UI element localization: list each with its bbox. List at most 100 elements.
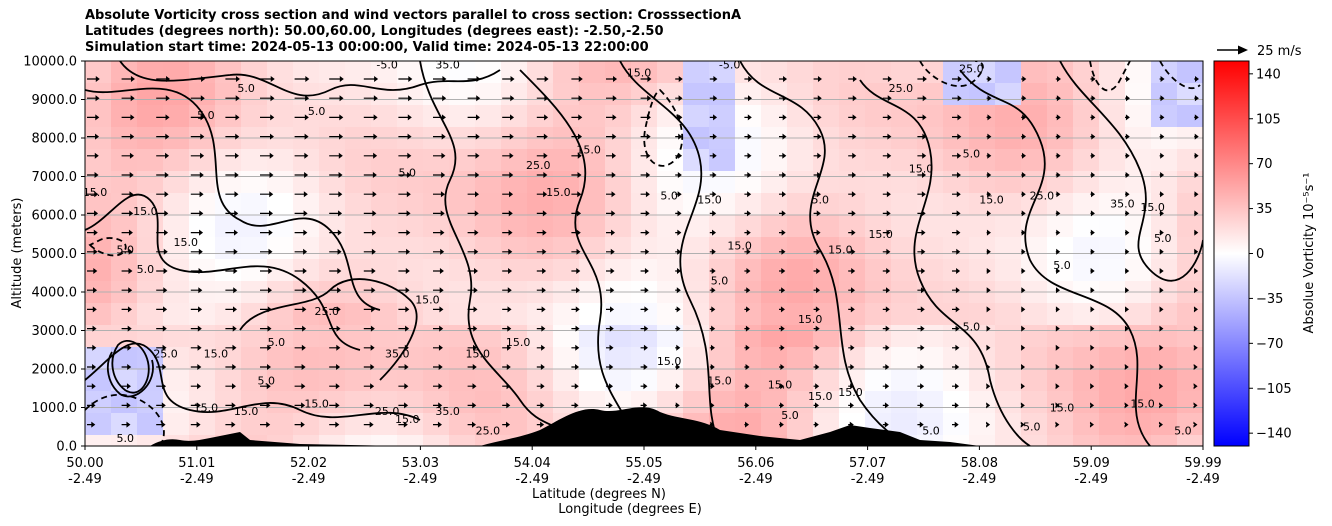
wind-vector xyxy=(1055,152,1061,159)
x-axis: 50.00-2.4951.01-2.4952.02-2.4953.03-2.49… xyxy=(66,446,1222,487)
wind-vector xyxy=(433,76,447,82)
contour-line xyxy=(619,61,721,446)
contour-label: 15.0 xyxy=(576,143,601,156)
contour-label: 5.0 xyxy=(963,147,981,160)
vorticity-cell xyxy=(189,237,216,260)
x-tick-label-longitude: -2.49 xyxy=(1074,472,1108,487)
vorticity-cell xyxy=(267,347,294,370)
wind-vector xyxy=(294,95,310,102)
wind-vector xyxy=(1159,402,1164,409)
y-axis-label: Altitude (meters) xyxy=(10,198,25,309)
vorticity-cell xyxy=(215,83,242,106)
vorticity-cell xyxy=(839,105,866,128)
wind-vector xyxy=(398,421,408,428)
vorticity-cell xyxy=(969,435,996,446)
contour-label: 15.0 xyxy=(1050,401,1075,414)
vorticity-cell xyxy=(423,215,450,238)
wind-vector xyxy=(260,287,272,294)
wind-vector xyxy=(121,325,132,332)
wind-vector xyxy=(571,76,583,82)
wind-vector xyxy=(467,287,478,294)
wind-vector xyxy=(1055,325,1060,332)
vorticity-cell xyxy=(631,193,658,216)
vorticity-cell xyxy=(241,83,268,106)
vorticity-cell xyxy=(319,215,346,238)
wind-vector xyxy=(606,152,617,159)
vorticity-cell xyxy=(501,237,528,260)
vorticity-cell xyxy=(1125,83,1152,106)
wind-vector xyxy=(1021,268,1026,274)
wind-vector xyxy=(606,325,614,332)
vorticity-cell xyxy=(1047,215,1074,238)
wind-vector xyxy=(779,248,786,255)
vorticity-cell xyxy=(501,391,528,414)
wind-vector xyxy=(986,364,991,370)
vorticity-cell xyxy=(1177,369,1203,392)
wind-vector xyxy=(882,152,892,159)
vorticity-cell xyxy=(111,105,138,128)
wind-vector xyxy=(640,248,650,255)
vorticity-cell xyxy=(1021,369,1048,392)
wind-vector xyxy=(121,268,133,274)
wind-vector xyxy=(1055,191,1061,198)
x-tick-label-latitude: 57.07 xyxy=(849,456,886,471)
vorticity-cell xyxy=(891,149,918,172)
contour-label: 15.0 xyxy=(133,205,158,218)
contour-label: 15.0 xyxy=(707,374,732,387)
wind-vector xyxy=(848,114,857,121)
vorticity-cell xyxy=(1099,369,1126,392)
vorticity-cell xyxy=(995,83,1022,106)
wind-vector xyxy=(87,325,97,332)
wind-vector xyxy=(709,76,718,82)
wind-vector xyxy=(779,114,787,121)
wind-vector xyxy=(156,287,168,294)
wind-vector xyxy=(986,344,991,351)
vorticity-cell xyxy=(995,215,1022,238)
wind-vector xyxy=(536,229,547,236)
wind-vector xyxy=(225,268,238,274)
wind-vector xyxy=(87,344,97,351)
vorticity-cell xyxy=(397,259,424,282)
contour-line xyxy=(239,278,418,381)
vorticity-cell xyxy=(475,105,502,128)
wind-vector xyxy=(1021,364,1026,370)
contour-label: 15.0 xyxy=(506,336,531,349)
vorticity-cell xyxy=(839,303,866,326)
wind-vector xyxy=(571,364,580,370)
vorticity-cell xyxy=(995,237,1022,260)
vorticity-cell xyxy=(865,193,892,216)
wind-vector xyxy=(986,306,991,313)
wind-vector xyxy=(709,344,715,351)
vorticity-cell xyxy=(917,105,944,128)
vorticity-cell xyxy=(189,369,216,392)
colorbar-tick-label: 105 xyxy=(1256,112,1281,127)
vorticity-cell xyxy=(241,391,268,414)
contour-label: 25.0 xyxy=(889,82,914,95)
wind-vector xyxy=(744,383,750,390)
wind-vector xyxy=(1159,287,1164,294)
vorticity-cell xyxy=(423,303,450,326)
vorticity-cell xyxy=(397,215,424,238)
vorticity-cell xyxy=(371,149,398,172)
wind-vector xyxy=(675,76,683,82)
wind-vector xyxy=(260,402,271,409)
wind-vector xyxy=(502,344,512,351)
contour-label: 5.0 xyxy=(963,321,981,334)
wind-vector xyxy=(225,402,236,409)
vorticity-cell xyxy=(293,149,320,172)
vorticity-cell xyxy=(839,391,866,414)
vorticity-cell xyxy=(449,105,476,128)
wind-vector xyxy=(1194,133,1199,140)
wind-vector xyxy=(882,421,889,428)
wind-vector xyxy=(190,133,205,140)
wind-vector xyxy=(952,383,960,390)
wind-vector xyxy=(848,152,857,159)
wind-vector xyxy=(675,191,682,198)
wind-vector xyxy=(571,191,582,198)
contour-line xyxy=(88,237,127,257)
quiver-key-arrowhead xyxy=(1238,45,1248,55)
vorticity-cell xyxy=(917,391,944,414)
vorticity-cell xyxy=(1177,215,1203,238)
vorticity-cell xyxy=(111,83,138,106)
vorticity-cell xyxy=(683,347,710,370)
